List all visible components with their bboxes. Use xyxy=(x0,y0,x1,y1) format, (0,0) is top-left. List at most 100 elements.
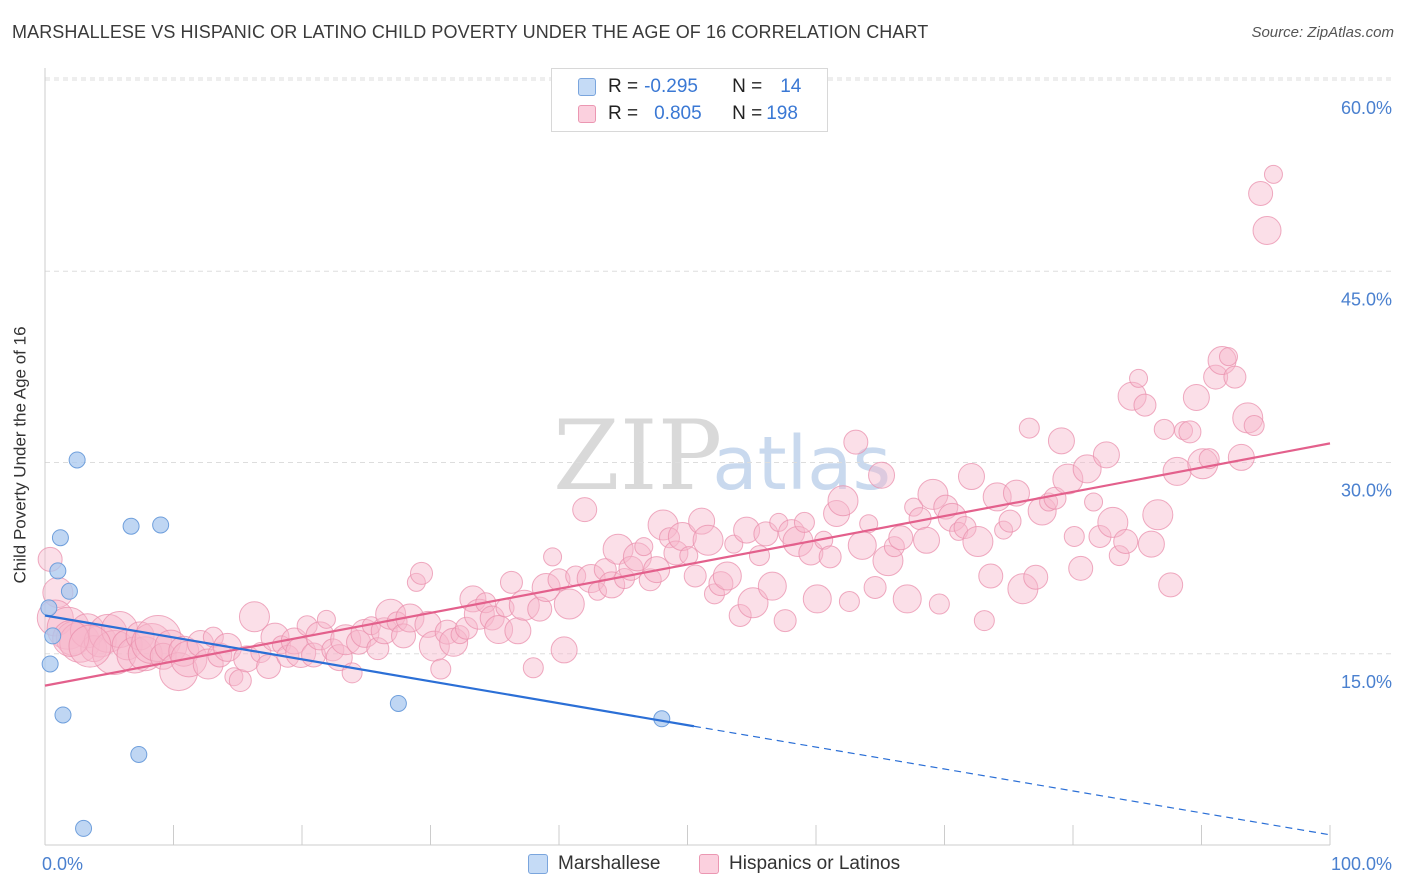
hispanic-point xyxy=(543,547,563,567)
hispanic-point xyxy=(1223,365,1247,389)
y-tick-label: 30.0% xyxy=(1341,481,1392,501)
legend-n-label: N = xyxy=(732,76,763,97)
hispanic-point xyxy=(80,635,108,663)
hispanic-point xyxy=(410,561,434,585)
hispanic-point xyxy=(823,500,851,527)
hispanic-point xyxy=(454,616,478,640)
hispanic-point xyxy=(1023,564,1049,590)
hispanic-point xyxy=(1047,427,1075,455)
hispanic-point xyxy=(712,561,742,591)
bottom-legend-marshallese: Marshallese xyxy=(528,851,660,877)
hispanic-point xyxy=(838,590,860,612)
hispanic-point xyxy=(1158,572,1184,598)
hispanic-point xyxy=(1002,479,1030,507)
hispanic-point xyxy=(1052,463,1084,495)
marshallese-point xyxy=(389,694,407,712)
hispanic-point xyxy=(733,516,761,544)
hispanic-point xyxy=(238,601,270,633)
bottom-legend-swatch-blue xyxy=(528,854,548,874)
hispanic-point xyxy=(1218,347,1238,367)
hispanic-point xyxy=(1068,555,1094,581)
y-tick-label: 15.0% xyxy=(1341,672,1392,692)
marshallese-point xyxy=(75,819,93,837)
marshallese-points xyxy=(40,451,671,837)
hispanic-points xyxy=(36,164,1283,693)
marshallese-point xyxy=(54,706,72,724)
hispanic-point xyxy=(728,604,752,627)
hispanic-point xyxy=(978,563,1004,589)
legend-row-marshallese: R = -0.295 N = 14 xyxy=(552,74,801,100)
chart-title: MARSHALLESE VS HISPANIC OR LATINO CHILD … xyxy=(12,22,929,42)
y-axis-label: Child Poverty Under the Age of 16 xyxy=(11,326,31,584)
bottom-legend-hispanic: Hispanics or Latinos xyxy=(699,851,900,877)
marshallese-trend-extension xyxy=(693,725,1331,836)
marshallese-trend-line xyxy=(44,614,695,728)
hispanic-point xyxy=(1108,545,1130,567)
hispanic-point xyxy=(572,497,598,523)
legend-swatch-blue xyxy=(578,78,596,96)
hispanic-point xyxy=(1088,524,1112,548)
hispanic-point xyxy=(888,525,914,551)
hispanic-point xyxy=(1133,393,1157,417)
hispanic-point xyxy=(484,615,514,645)
hispanic-point xyxy=(346,629,372,655)
hispanic-point xyxy=(773,609,797,633)
hispanic-point xyxy=(859,514,879,534)
hispanic-point xyxy=(1117,381,1147,411)
hispanic-point xyxy=(863,575,887,599)
hispanic-point xyxy=(904,497,924,517)
hispanic-point xyxy=(622,542,652,572)
watermark-atlas: atlas xyxy=(712,421,892,507)
hispanic-point xyxy=(634,537,654,557)
legend-n-value: 198 xyxy=(766,103,798,124)
hispanic-point xyxy=(1153,418,1175,440)
x-tick-label: 0.0% xyxy=(42,854,83,874)
hispanic-point xyxy=(757,571,787,601)
hispanic-point xyxy=(1248,180,1274,206)
hispanic-point xyxy=(928,593,950,615)
marshallese-point xyxy=(51,529,69,547)
bottom-legend-label: Marshallese xyxy=(558,853,661,874)
hispanic-point xyxy=(953,516,977,540)
hispanic-point xyxy=(547,568,571,592)
hispanic-point xyxy=(1018,417,1040,439)
hispanic-point xyxy=(998,509,1022,533)
hispanic-point xyxy=(843,429,869,455)
hispanic-point xyxy=(1137,530,1165,558)
legend-r-value: 0.805 xyxy=(654,103,702,124)
marshallese-point xyxy=(49,562,67,580)
marshallese-point xyxy=(152,516,170,534)
hispanic-point xyxy=(68,624,112,668)
hispanic-point xyxy=(659,527,681,549)
hispanic-point xyxy=(868,461,896,489)
hispanic-trend-line xyxy=(44,442,1331,687)
hispanic-point xyxy=(522,657,544,679)
hispanic-point xyxy=(847,530,877,560)
hispanic-point xyxy=(1263,164,1283,184)
hispanic-point xyxy=(913,526,941,554)
y-tick-label: 60.0% xyxy=(1341,98,1392,118)
hispanic-point xyxy=(663,540,689,566)
hispanic-point xyxy=(434,619,460,645)
hispanic-point xyxy=(430,658,452,680)
hispanic-point xyxy=(553,588,585,620)
legend-n-label: N = xyxy=(732,103,763,124)
watermark-zip: ZIP xyxy=(553,400,723,512)
legend-row-hispanic: R = 0.805 N = 198 xyxy=(552,101,798,127)
hispanic-point xyxy=(1092,441,1120,469)
hispanic-point xyxy=(679,546,699,566)
hispanic-point xyxy=(366,637,390,661)
marshallese-point xyxy=(130,745,148,763)
hispanic-point xyxy=(692,524,724,556)
hispanic-point xyxy=(1142,499,1174,531)
hispanic-point xyxy=(1203,364,1229,390)
hispanic-point xyxy=(793,511,815,533)
hispanic-point xyxy=(872,545,904,577)
hispanic-point xyxy=(827,485,859,517)
tick-labels: 15.0% 30.0% 45.0% 60.0% 0.0% 100.0% xyxy=(42,98,1392,874)
hispanic-point xyxy=(667,521,697,551)
marshallese-point xyxy=(68,451,86,469)
hispanic-point xyxy=(316,609,336,629)
hispanic-point xyxy=(1063,525,1085,547)
